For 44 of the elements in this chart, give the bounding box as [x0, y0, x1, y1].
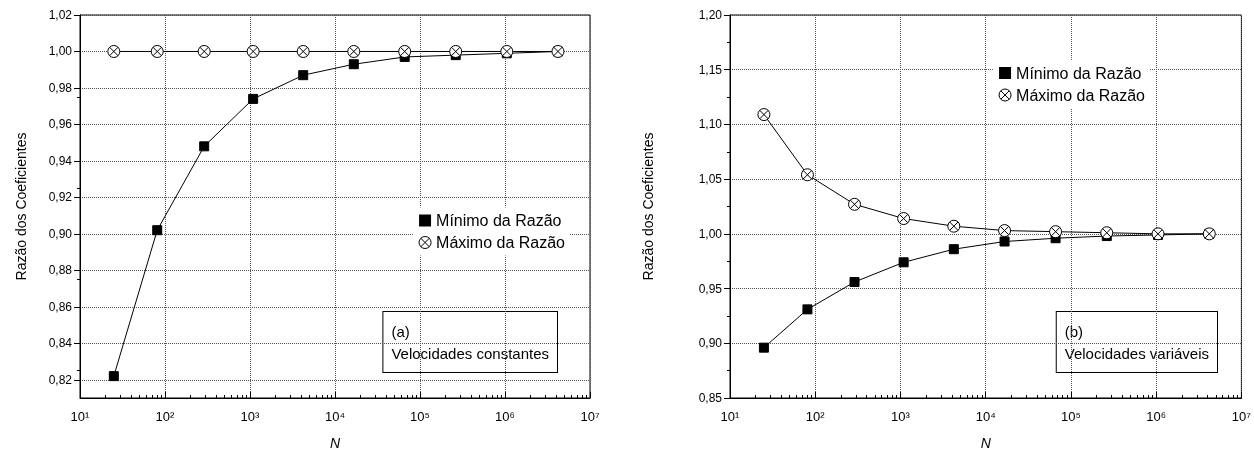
y-tick-label: 0,85 — [698, 391, 723, 405]
legend-label: Máximo da Razão — [436, 234, 566, 251]
y-tick-label: 0,98 — [48, 80, 73, 95]
x-axis-title: N — [980, 435, 992, 451]
x-tick-label: 10⁷ — [580, 409, 600, 424]
y-tick-label: 0,90 — [48, 226, 73, 241]
x-axis-title: N — [329, 435, 341, 451]
y-tick-label: 0,92 — [48, 190, 73, 205]
x-tick-label: 10² — [805, 409, 826, 424]
y-tick-label: 0,95 — [698, 281, 723, 296]
y-tick-label: 0,84 — [48, 336, 73, 351]
x-tick-label: 10¹ — [70, 409, 91, 424]
x-tick-label: 10⁶ — [1146, 409, 1167, 424]
annotation: (a) — [391, 322, 410, 340]
y-tick-label: 0,96 — [48, 117, 73, 132]
x-tick-label: 10⁷ — [1231, 409, 1252, 424]
legend-label: Máximo da Razão — [1016, 86, 1146, 104]
y-tick-label: 0,88 — [48, 263, 73, 278]
x-tick-label: 10⁴ — [324, 409, 346, 424]
x-tick-label: 10⁵ — [1061, 409, 1081, 424]
annotation: Velocidades constantes — [391, 344, 550, 362]
y-tick-label: 1,10 — [698, 117, 723, 132]
legend-label: Mínimo da Razão — [1016, 64, 1142, 82]
y-tick-label: 0,94 — [48, 153, 73, 168]
y-axis-title: Razão dos Coeficientes — [13, 132, 29, 281]
x-tick-label: 10³ — [240, 409, 261, 424]
y-tick-label: 0,82 — [48, 372, 73, 387]
x-tick-label: 10³ — [891, 409, 911, 424]
y-tick-label: 1,00 — [698, 226, 723, 241]
y-tick-label: 1,00 — [48, 44, 73, 59]
y-tick-label: 1,15 — [698, 62, 723, 77]
y-tick-label: 1,05 — [698, 172, 723, 187]
y-tick-label: 1,20 — [698, 8, 723, 22]
y-tick-label: 0,90 — [698, 336, 723, 351]
x-tick-label: 10⁶ — [495, 409, 515, 424]
x-tick-label: 10⁵ — [410, 409, 430, 424]
y-axis-title: Razão dos Coeficientes — [640, 132, 656, 281]
legend-label: Mínimo da Razão — [436, 212, 562, 229]
x-tick-label: 10⁴ — [975, 409, 996, 424]
y-tick-label: 0,86 — [48, 299, 73, 314]
x-tick-label: 10¹ — [720, 409, 741, 424]
y-tick-label: 1,02 — [48, 8, 73, 22]
annotation: Velocidades variáveis — [1064, 344, 1210, 362]
x-tick-label: 10² — [155, 409, 176, 424]
